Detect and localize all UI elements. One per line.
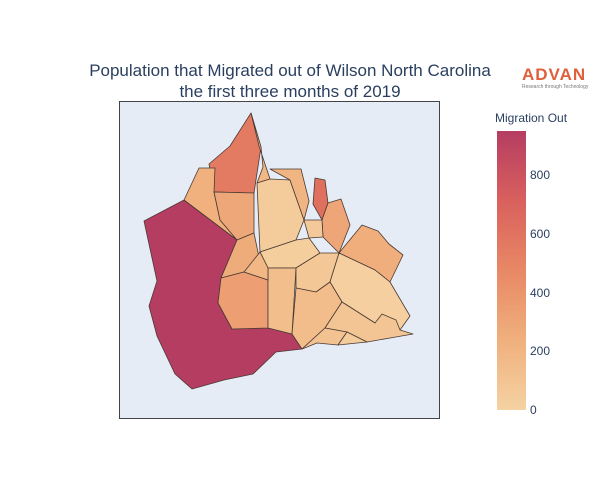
chart-title-line2: the first three months of 2019 <box>179 82 401 101</box>
colorbar-tick-label: 400 <box>530 285 551 300</box>
colorbar-tick-label: 600 <box>530 226 551 241</box>
colorbar <box>497 131 526 410</box>
map-region-north-peak[interactable] <box>208 112 262 194</box>
map-area <box>119 101 440 419</box>
colorbar-tick-label: 800 <box>530 168 551 183</box>
advan-logo: ADVAN Research through Technology <box>522 65 592 91</box>
map-svg <box>143 112 414 390</box>
colorbar-tick-label: 200 <box>530 344 551 359</box>
map-region-s-2[interactable] <box>243 251 269 281</box>
chart-title-line1: Population that Migrated out of Wilson N… <box>89 61 491 80</box>
colorbar-title: Migration Out <box>495 111 568 125</box>
chart-title: Population that Migrated out of Wilson N… <box>0 60 580 102</box>
map-region-center-3[interactable] <box>267 267 297 335</box>
colorbar-gradient <box>497 131 526 410</box>
map-region-center-2[interactable] <box>303 219 324 239</box>
logo-tagline: Research through Technology <box>522 84 589 90</box>
logo-wordmark: ADVAN <box>522 65 587 84</box>
map-region-s-3[interactable] <box>337 331 368 346</box>
colorbar-tick-label: 0 <box>530 403 537 417</box>
map-region-ne-1[interactable] <box>269 168 310 221</box>
